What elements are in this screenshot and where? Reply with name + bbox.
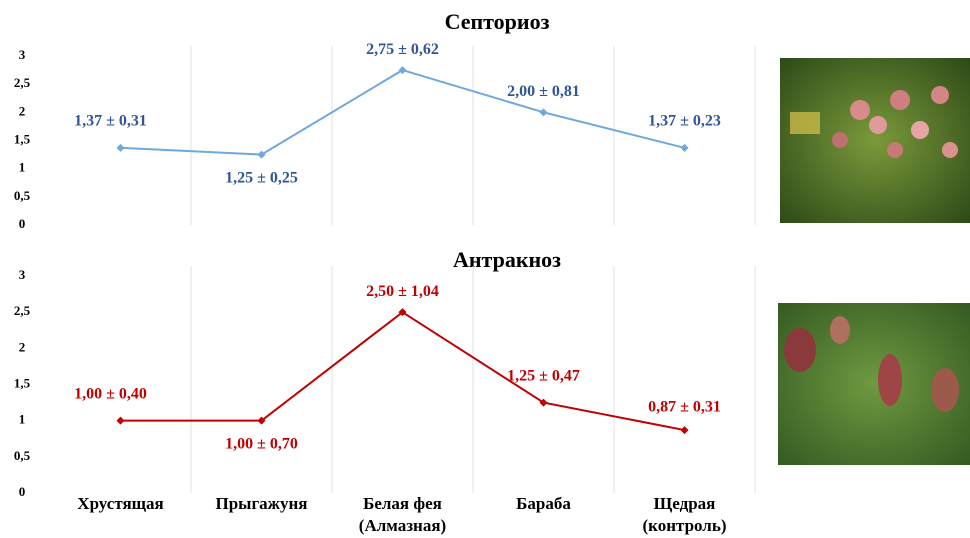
point (680, 143, 689, 152)
y-tick-label: 1 (19, 160, 26, 175)
y-tick-label: 0,5 (14, 188, 31, 203)
data-label: 2,00 ± 0,81 (507, 83, 580, 100)
y-tick-label: 2,5 (14, 303, 31, 318)
x-tick-label: Хрустящая (77, 494, 164, 513)
point (257, 416, 266, 425)
point (398, 66, 407, 75)
y-tick-label: 3 (19, 267, 26, 282)
point (257, 150, 266, 159)
data-label: 1,25 ± 0,25 (225, 169, 298, 186)
y-tick-label: 3 (19, 47, 26, 62)
data-label: 2,75 ± 0,62 (366, 41, 439, 58)
data-label: 1,00 ± 0,40 (74, 385, 147, 402)
photo-currant (780, 58, 970, 223)
data-label: 1,37 ± 0,23 (648, 112, 721, 129)
point (398, 308, 407, 317)
point (116, 416, 125, 425)
line (120, 310, 685, 432)
data-label: 2,50 ± 1,04 (366, 283, 439, 300)
x-tick-label: Бараба (516, 494, 571, 513)
line (120, 68, 685, 156)
x-tick-label: Белая фея (Алмазная) (358, 494, 447, 535)
y-tick-label: 1,5 (14, 131, 31, 146)
point (116, 143, 125, 152)
photo-anthracnose (778, 303, 970, 465)
point (539, 108, 548, 117)
y-tick-label: 0 (19, 216, 26, 231)
data-label: 1,25 ± 0,47 (507, 367, 580, 384)
y-tick-label: 2,5 (14, 75, 31, 90)
x-tick-label: Прыгажуня (215, 494, 308, 513)
data-label: 1,00 ± 0,70 (225, 435, 298, 452)
point (680, 426, 689, 435)
point (539, 398, 548, 407)
y-tick-label: 1,5 (14, 375, 31, 390)
data-label: 1,37 ± 0,31 (74, 112, 147, 129)
y-tick-label: 0,5 (14, 448, 31, 463)
y-tick-label: 2 (19, 103, 26, 118)
y-tick-label: 0 (19, 484, 26, 499)
chart-title: Септориоз (445, 9, 550, 34)
chart-title: Антракноз (453, 247, 561, 272)
y-tick-label: 1 (19, 412, 26, 427)
x-tick-label: Щедрая (контроль) (642, 494, 727, 535)
y-tick-label: 2 (19, 339, 26, 354)
data-label: 0,87 ± 0,31 (648, 399, 721, 416)
